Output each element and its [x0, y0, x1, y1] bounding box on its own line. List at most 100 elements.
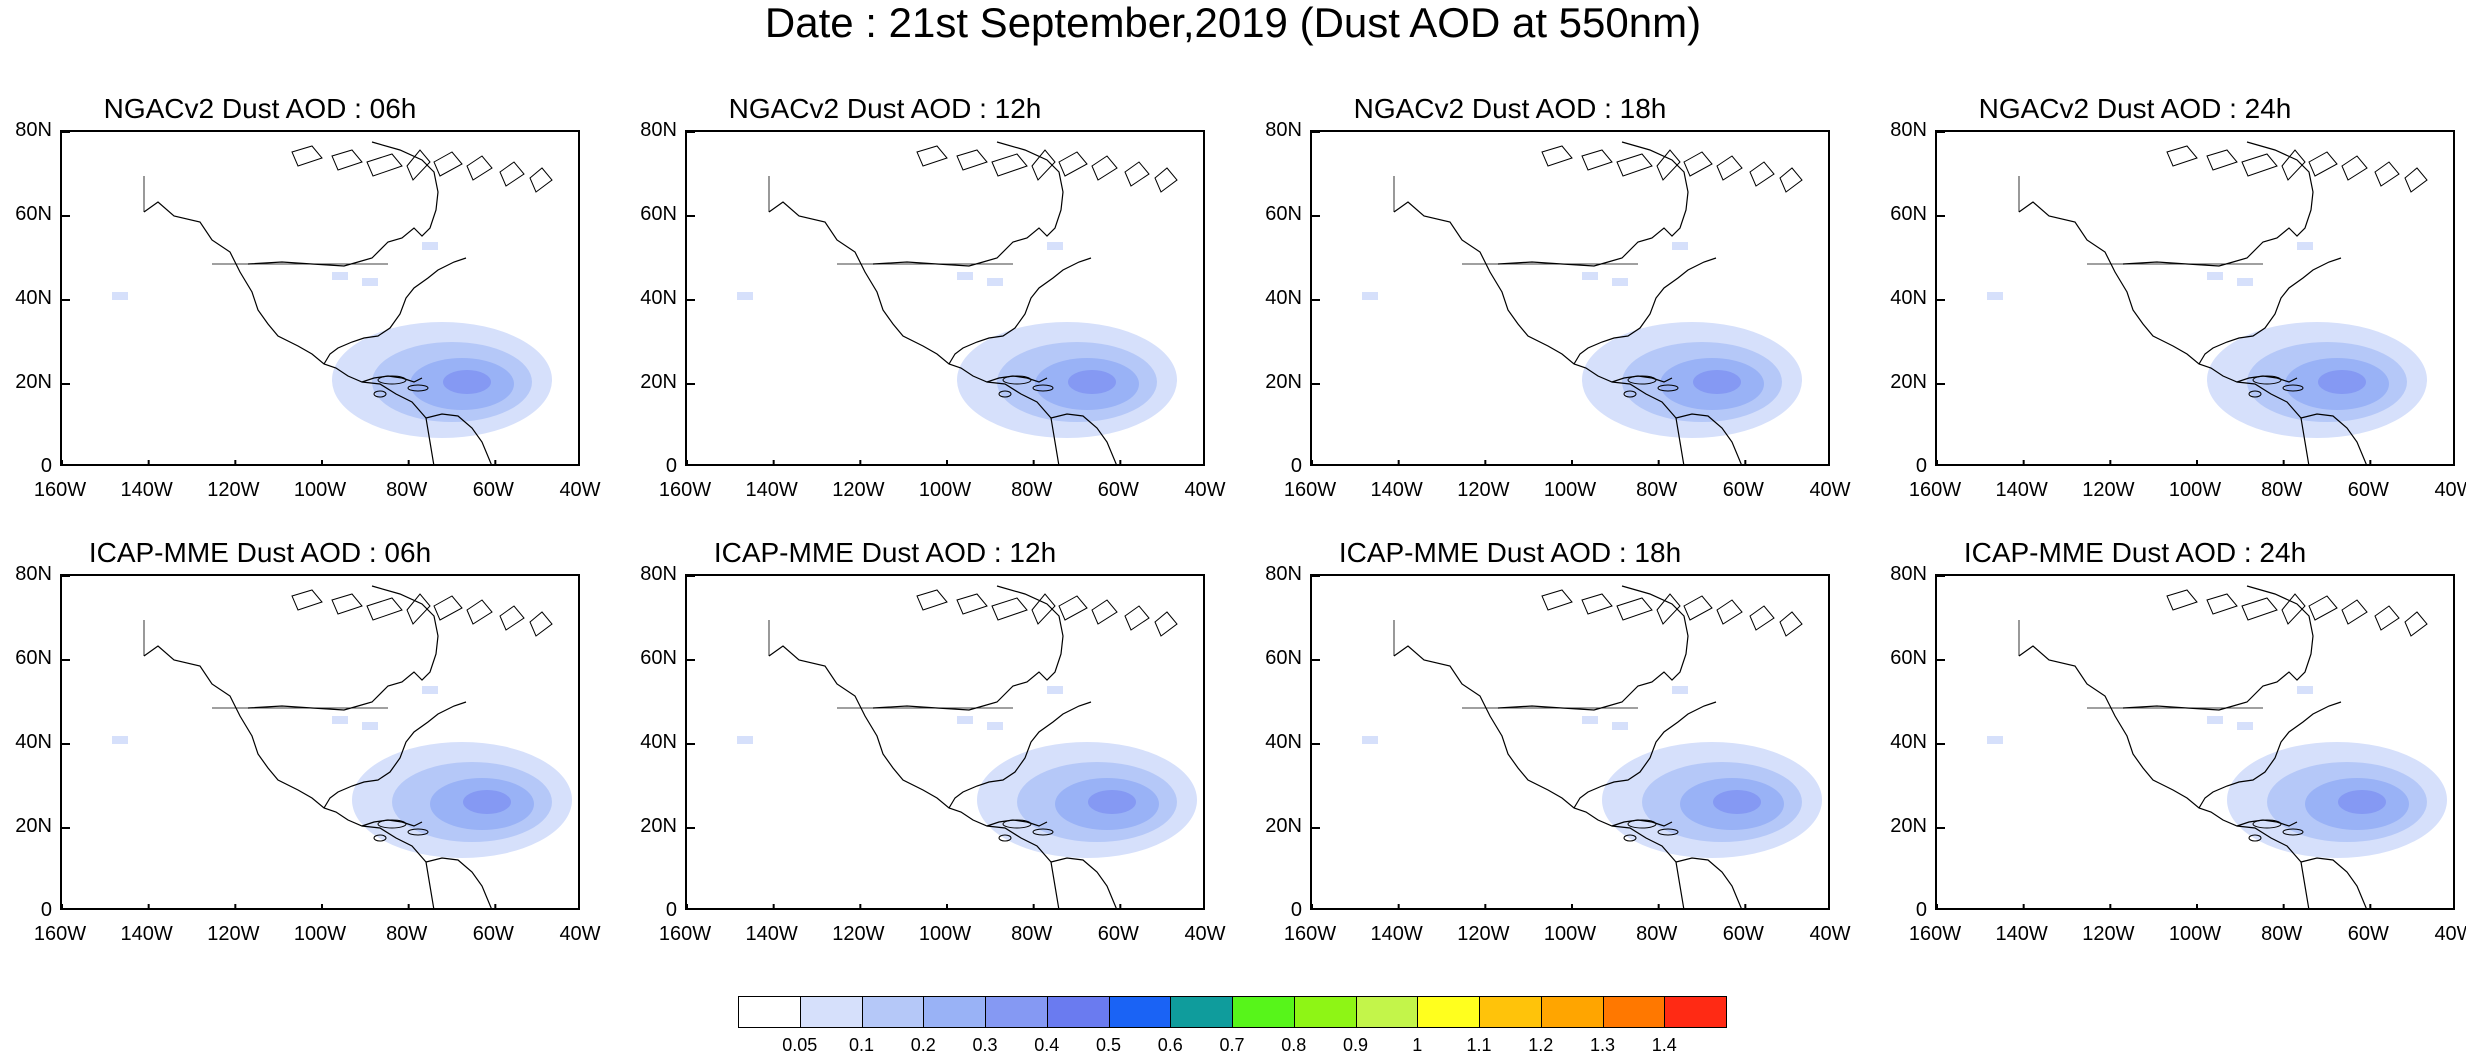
caribbean-island [998, 834, 1012, 842]
lon-label: 100W [918, 479, 972, 501]
lon-label: 60W [1097, 479, 1139, 501]
arctic-island-outline [2341, 155, 2368, 181]
map-panel: NGACv2 Dust AOD : 12h 80N 60N 40N 20N 0 160W 14… [625, 92, 1225, 500]
caribbean-island [373, 390, 387, 398]
dust-plume-shading [1088, 790, 1136, 814]
lat-label: 0 [1915, 899, 1927, 921]
caribbean-island [1002, 819, 1032, 829]
arctic-island-outline [529, 611, 553, 637]
lon-label: 120W [1457, 479, 1510, 501]
arctic-island-outline [2166, 145, 2198, 167]
coastline [425, 857, 492, 908]
lat-label: 20N [1265, 815, 1302, 837]
dust-aod-map [687, 576, 1197, 908]
colorbar-swatch [1479, 996, 1542, 1028]
coastline [1050, 413, 1117, 464]
arctic-island-outline [2206, 593, 2238, 615]
lon-label: 40W [1184, 923, 1226, 945]
arctic-island-outline [2404, 167, 2428, 193]
dust-patch [2237, 722, 2253, 730]
map-frame [1935, 574, 2455, 910]
arctic-island-outline [1031, 593, 1056, 625]
lon-label: 160W [1283, 923, 1337, 945]
lon-label: 40W [2434, 923, 2466, 945]
colorbar-label: 0.6 [1157, 1035, 1183, 1055]
dust-plume-shading [463, 790, 511, 814]
lat-label: 0 [665, 455, 677, 477]
arctic-island-outline [331, 593, 363, 615]
caribbean-island [1627, 375, 1657, 385]
lat-label: 40N [1265, 287, 1302, 309]
lon-label: 120W [207, 923, 260, 945]
arctic-island-outline [1779, 167, 1803, 193]
lon-label: 60W [472, 479, 514, 501]
colorbar-swatch [1355, 996, 1419, 1028]
arctic-island-outline [2404, 611, 2428, 637]
arctic-island-outline [956, 593, 988, 615]
arctic-island-outline [1683, 151, 1713, 177]
coastline [2122, 141, 2314, 267]
coastline [872, 141, 1064, 267]
caribbean-island [1032, 828, 1054, 836]
dust-patch [1047, 686, 1063, 694]
caribbean-island [373, 834, 387, 842]
colorbar-swatch [1417, 996, 1480, 1028]
dust-aod-map [1937, 576, 2447, 908]
dust-patch [1672, 242, 1688, 250]
map-panel: NGACv2 Dust AOD : 18h 80N 60N 40N 20N 0 160W 14… [1250, 92, 1850, 500]
arctic-island-outline [366, 597, 403, 621]
lon-label: 140W [1370, 479, 1423, 501]
coastline [1497, 585, 1689, 711]
coastline [1050, 857, 1117, 908]
colorbar-label: 0.2 [910, 1035, 936, 1055]
arctic-island-outline [2341, 599, 2368, 625]
map-frame [60, 130, 580, 466]
arctic-island-outline [2166, 589, 2198, 611]
arctic-island-outline [2281, 149, 2306, 181]
arctic-island-outline [2308, 151, 2338, 177]
panel-title: NGACv2 Dust AOD : 06h [103, 93, 417, 124]
coastline [247, 585, 439, 711]
lon-label: 100W [918, 923, 972, 945]
dust-patch [112, 292, 128, 300]
dust-plume-shading [1068, 370, 1116, 394]
dust-plume-shading [1713, 790, 1761, 814]
colorbar-label: 0.05 [782, 1035, 818, 1055]
arctic-island-outline [433, 595, 463, 621]
colorbar-label: 1.2 [1528, 1035, 1554, 1055]
arctic-island-outline [1749, 605, 1775, 631]
coastline [425, 413, 492, 464]
arctic-island-outline [366, 153, 403, 177]
coastline [2236, 375, 2298, 383]
lat-label: 80N [1890, 119, 1927, 141]
colorbar-label: 1 [1412, 1035, 1423, 1055]
arctic-island-outline [499, 161, 525, 187]
coastline [2236, 819, 2298, 827]
lon-label: 80W [1011, 479, 1053, 501]
panel-title: NGACv2 Dust AOD : 24h [1978, 93, 2292, 124]
coastline [1393, 201, 1685, 464]
lon-label: 120W [2082, 479, 2135, 501]
coastline [1611, 819, 1673, 827]
lon-label: 140W [1995, 923, 2048, 945]
arctic-island-outline [331, 149, 363, 171]
arctic-island-outline [2281, 593, 2306, 625]
arctic-island-outline [2374, 161, 2400, 187]
dust-patch [1672, 686, 1688, 694]
lon-label: 80W [1636, 923, 1678, 945]
colorbar-swatch [1170, 996, 1233, 1028]
dust-patch [332, 716, 348, 724]
dust-patch [362, 278, 378, 286]
arctic-island-outline [1581, 593, 1613, 615]
lon-label: 120W [832, 923, 885, 945]
lat-label: 80N [1265, 119, 1302, 141]
coastline [1573, 257, 1717, 365]
coastline [143, 201, 435, 464]
lon-label: 60W [2347, 923, 2389, 945]
arctic-island-outline [1716, 599, 1743, 625]
coastline [948, 257, 1092, 365]
arctic-island-outline [466, 599, 493, 625]
lon-label: 160W [1908, 923, 1962, 945]
aod-colorbar: 0.05 0.1 0.2 0.3 0.4 0.5 0.6 0.7 0.8 0.9 1 1.1 1.2 1.… [738, 996, 1727, 1054]
coastline [2300, 857, 2367, 908]
